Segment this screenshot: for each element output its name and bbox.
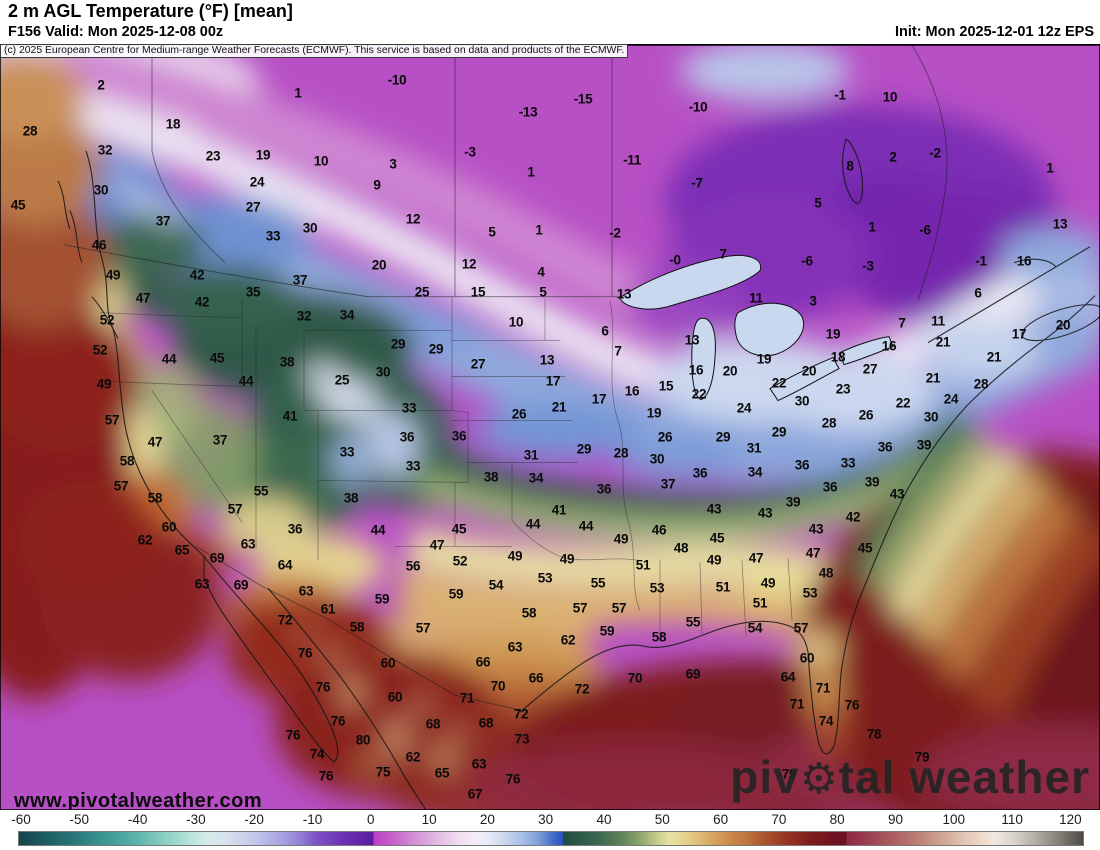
- lake-ontario: [839, 336, 894, 366]
- header: 2 m AGL Temperature (°F) [mean] F156 Val…: [0, 0, 1100, 44]
- political-borders: [63, 45, 948, 711]
- colorbar-tick: 30: [538, 812, 554, 827]
- init-time: Init: Mon 2025-12-01 12z EPS: [894, 24, 1094, 40]
- colorbar-tick: -30: [186, 812, 206, 827]
- colorbar-tick: 40: [596, 812, 612, 827]
- colorbar-tick: -50: [69, 812, 90, 827]
- logo-text-left: piv: [730, 751, 800, 803]
- state-borders: [95, 296, 793, 643]
- colorbar-tick: 80: [829, 812, 845, 827]
- colorbar-tick: 60: [713, 812, 729, 827]
- copyright-notice: (c) 2025 European Centre for Medium-rang…: [0, 44, 629, 58]
- gear-icon: ⚙: [799, 755, 839, 802]
- temperature-field-blobs: [0, 45, 1100, 810]
- colorbar-tick: -10: [302, 812, 323, 827]
- temperature-map-canvas: [0, 44, 1100, 810]
- colorbar-tick: 70: [771, 812, 787, 827]
- colorbar-tick: 20: [479, 812, 495, 827]
- pivotal-weather-logo: piv⚙tal weather: [730, 752, 1090, 804]
- colorbar-tick: 10: [421, 812, 437, 827]
- colorbar-tick: 0: [367, 812, 375, 827]
- lake-michigan: [691, 317, 716, 401]
- lake-erie: [769, 356, 840, 402]
- colorbar-tick: 90: [887, 812, 904, 827]
- great-lakes: [619, 255, 894, 402]
- colorbar: -60 -50 -40 -30 -20 -10 0 10 20 30 40 50 60 70 80 90 100…: [0, 810, 1100, 850]
- lake-superior: [619, 255, 762, 310]
- colorbar-tick-labels: -60 -50 -40 -30 -20 -10 0 10 20 30 40 50 60 70 80 90 100…: [0, 812, 1100, 828]
- lake-huron: [734, 302, 804, 357]
- colorbar-tick: 110: [1001, 812, 1023, 827]
- colorbar-gradient-strip: [18, 831, 1084, 846]
- colorbar-tick: 120: [1059, 812, 1082, 827]
- colorbar-tick: -60: [11, 812, 31, 827]
- valid-time: F156 Valid: Mon 2025-12-08 00z: [8, 24, 224, 40]
- logo-text-right: tal weather: [838, 751, 1090, 803]
- watermark-url: www.pivotalweather.com: [14, 790, 263, 812]
- coastlines: [57, 138, 1100, 810]
- colorbar-tick: 100: [942, 812, 966, 827]
- colorbar-tick: 50: [654, 812, 670, 827]
- page-title: 2 m AGL Temperature (°F) [mean]: [8, 1, 293, 21]
- colorbar-tick: -40: [127, 812, 148, 827]
- colorbar-tick: -20: [244, 812, 264, 827]
